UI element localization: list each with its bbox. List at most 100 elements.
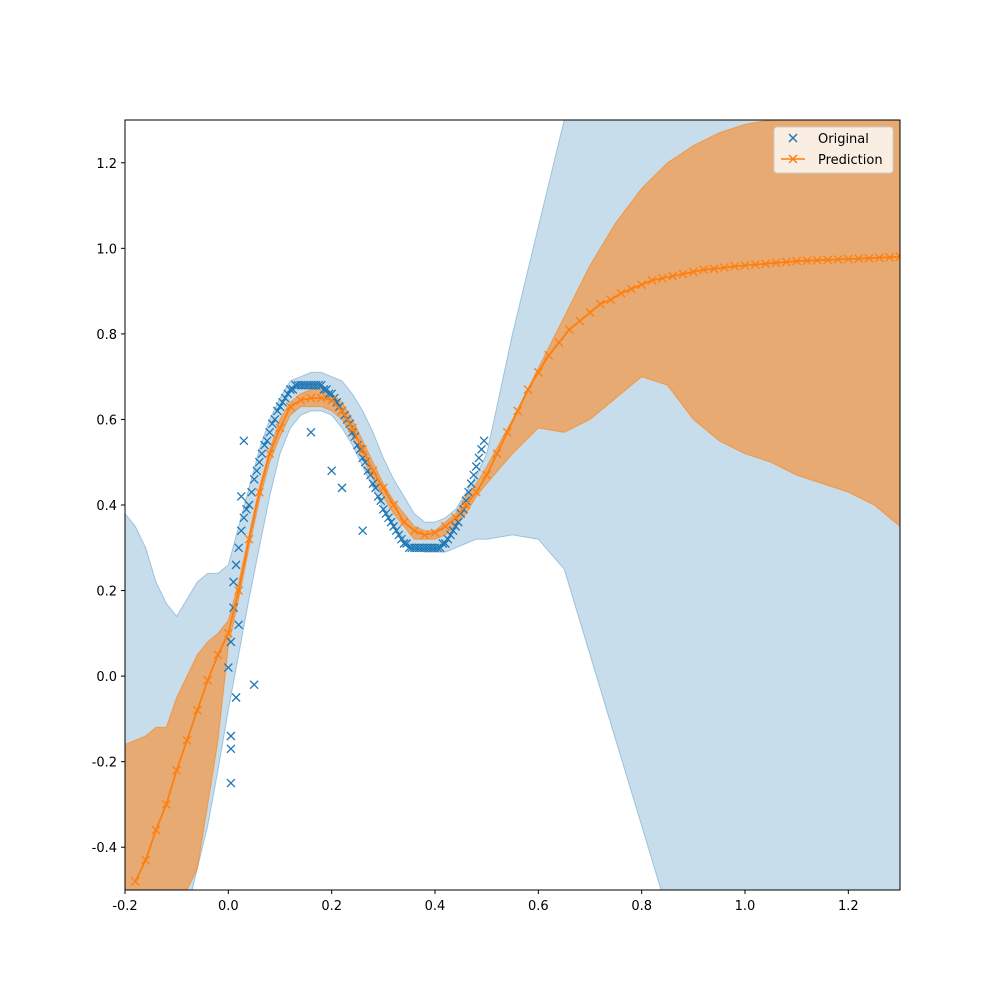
x-tick-label: 0.8 (631, 899, 652, 914)
x-axis: -0.2 0.0 0.2 0.4 0.6 0.8 1.0 1.2 (112, 890, 859, 914)
original-point (252, 466, 262, 476)
prediction-point (761, 259, 771, 269)
original-point (479, 436, 489, 446)
original-point (443, 534, 453, 544)
prediction-point (306, 393, 316, 403)
x-tick-label: 1.0 (735, 899, 756, 914)
original-point (231, 693, 241, 702)
original-point (239, 513, 249, 523)
original-point (247, 487, 257, 497)
y-axis: -0.4 -0.2 0.0 0.2 0.4 0.6 0.8 1.0 1.2 (92, 157, 125, 856)
original-point (389, 521, 399, 531)
prediction-point (781, 257, 791, 267)
prediction-point (203, 675, 213, 685)
original-point (368, 479, 378, 489)
original-point (446, 530, 455, 540)
prediction-point (833, 254, 843, 264)
legend-marker-original (788, 133, 798, 143)
original-point (257, 449, 267, 459)
original-point (270, 414, 280, 424)
prediction-point (130, 876, 140, 886)
original-point (306, 427, 316, 437)
original-point (254, 457, 264, 467)
prediction-point (316, 393, 326, 403)
original-point (327, 466, 337, 476)
x-tick-label: 0.0 (218, 899, 239, 914)
original-point (391, 526, 401, 536)
prediction-point (399, 517, 409, 527)
original-point (239, 436, 249, 446)
prediction-point (513, 406, 523, 416)
prediction-point (595, 299, 605, 309)
prediction-point (285, 402, 295, 412)
prediction-point (234, 586, 244, 596)
prediction-point (585, 308, 595, 317)
original-point (371, 483, 381, 493)
original-point (466, 479, 476, 489)
prediction-point (688, 267, 698, 277)
x-tick-label: -0.2 (112, 899, 137, 914)
original-point (448, 526, 458, 536)
prediction-point (709, 264, 719, 274)
original-point (451, 521, 461, 531)
prediction-point (265, 449, 275, 459)
original-point (469, 470, 479, 480)
prediction-point (864, 253, 874, 263)
original-point (229, 603, 238, 613)
prediction-point (637, 280, 647, 290)
prediction-point (719, 263, 729, 273)
y-tick-label: -0.4 (92, 841, 117, 856)
prediction-point (192, 705, 202, 715)
original-point (275, 402, 285, 412)
prediction-point (554, 337, 564, 347)
prediction-point (740, 260, 750, 270)
original-point (394, 530, 404, 540)
x-tick-label: 0.2 (321, 899, 342, 914)
y-tick-label: 1.0 (96, 242, 117, 257)
prediction-point (885, 252, 895, 262)
prediction-point (275, 423, 285, 433)
original-point (334, 402, 344, 412)
y-tick-label: 1.2 (96, 157, 117, 172)
prediction-point (223, 628, 233, 638)
original-point (386, 517, 396, 527)
prediction-point (492, 449, 502, 459)
original-point (332, 397, 342, 407)
original-point (249, 680, 259, 690)
original-point (226, 744, 236, 754)
original-point (280, 393, 290, 403)
prediction-point (151, 825, 161, 835)
uncertainty-band-inner (125, 120, 900, 890)
original-point (260, 440, 269, 450)
original-point (381, 509, 391, 519)
original-point (262, 436, 272, 446)
original-point (226, 778, 236, 788)
legend-marker-prediction (788, 154, 798, 164)
prediction-point (358, 444, 368, 454)
original-point (236, 526, 246, 536)
y-tick-label: 0.2 (96, 585, 117, 600)
prediction-point (327, 395, 337, 405)
plot-area (125, 120, 900, 890)
prediction-point (626, 284, 636, 294)
original-point (267, 419, 277, 429)
original-point (464, 487, 474, 497)
original-point (471, 462, 481, 471)
prediction-point (430, 528, 440, 538)
prediction-point (802, 256, 812, 266)
original-point (244, 500, 254, 510)
prediction-point (244, 534, 254, 544)
y-tick-label: 0.8 (96, 328, 117, 343)
prediction-point (523, 385, 533, 394)
x-tick-label: 0.4 (425, 899, 446, 914)
prediction-point (347, 423, 357, 433)
y-tick-label: -0.2 (92, 756, 117, 771)
original-point (378, 504, 388, 514)
original-point (355, 444, 365, 454)
prediction-point (854, 254, 864, 264)
original-point (461, 496, 471, 506)
legend: Original Prediction (773, 126, 894, 174)
original-point (249, 474, 259, 484)
prediction-point (254, 487, 264, 497)
original-point (223, 663, 233, 673)
